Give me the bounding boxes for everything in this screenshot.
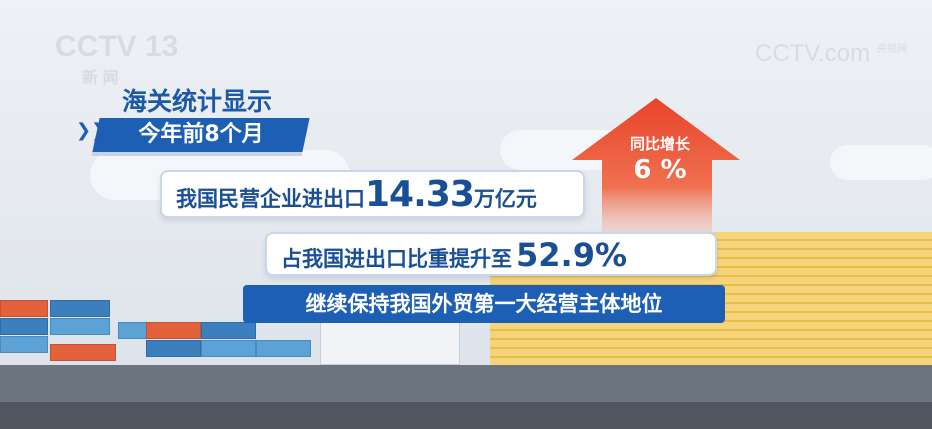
shipping-container: [201, 340, 256, 357]
growth-value: 6 %: [633, 155, 687, 185]
stat1-label: 我国民营企业进出口: [176, 187, 365, 211]
cctv13-logo: CCTV 13: [55, 30, 178, 64]
shipping-container: [0, 318, 48, 335]
channel-sub: 新 闻: [82, 70, 119, 87]
stat-trade-volume: 我国民营企业进出口 14.33 万亿元: [160, 170, 585, 218]
shipping-container: [118, 322, 148, 339]
cloud: [830, 145, 932, 180]
shipping-container: [0, 300, 48, 317]
road-edge: [0, 402, 932, 429]
growth-label: 同比增长: [629, 135, 690, 153]
shipping-container: [50, 300, 110, 317]
shipping-container: [50, 344, 116, 361]
stat1-unit: 万亿元: [473, 187, 537, 211]
period-text: 今年前8个月: [138, 122, 264, 147]
stat-conclusion: 继续保持我国外贸第一大经营主体地位: [243, 285, 725, 323]
shipping-container: [201, 322, 256, 339]
stat-share: 占我国进出口比重提升至 52.9%: [265, 232, 717, 276]
channel-name: CCTV 13: [55, 30, 179, 63]
stat2-label: 占我国进出口比重提升至: [281, 247, 512, 271]
watermark-sub: 央视网: [876, 44, 907, 55]
watermark-text: CCTV.com: [755, 40, 871, 67]
shipping-container: [146, 322, 201, 339]
cctv-com-watermark: CCTV.com 央视网: [755, 40, 907, 68]
banner-chevron-icon: ❯❯: [76, 120, 107, 141]
stat1-value: 14.33: [365, 174, 475, 215]
shipping-container: [146, 340, 201, 357]
shipping-container: [256, 340, 311, 357]
shipping-container: [0, 336, 48, 353]
warehouse-building: [320, 322, 460, 365]
stat2-value: 52.9%: [516, 236, 628, 274]
shipping-container: [50, 318, 110, 335]
headline: 海关统计显示: [122, 87, 273, 116]
period-banner: 今年前8个月: [92, 118, 310, 152]
growth-arrow-icon: [572, 98, 740, 246]
